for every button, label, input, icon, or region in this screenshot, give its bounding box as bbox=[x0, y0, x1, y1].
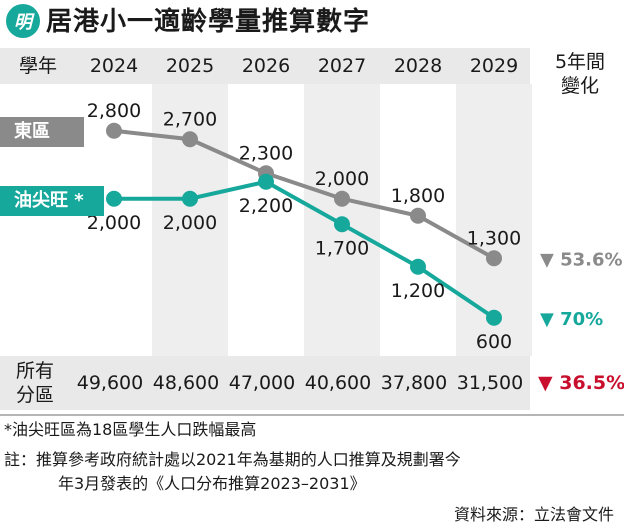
data-label: 2,200 bbox=[239, 195, 293, 217]
year-2024: 2024 bbox=[89, 55, 139, 77]
data-label: 1,200 bbox=[391, 280, 445, 302]
totals-row bbox=[0, 356, 530, 410]
footnote: *油尖旺區為18區學生人口跌幅最高 bbox=[4, 420, 257, 439]
divider bbox=[0, 414, 624, 416]
data-point bbox=[182, 131, 198, 148]
year-2028: 2028 bbox=[393, 55, 443, 77]
data-label: 600 bbox=[476, 331, 512, 353]
data-point bbox=[410, 207, 426, 224]
total-change: ▼ 36.5% bbox=[538, 372, 624, 394]
source-credit: 資料來源：立法會文件 bbox=[453, 505, 614, 524]
year-2026: 2026 bbox=[241, 55, 291, 77]
data-label: 2,000 bbox=[87, 212, 141, 234]
series-line-0 bbox=[113, 128, 495, 260]
total-2028: 37,800 bbox=[380, 372, 448, 394]
data-point bbox=[486, 309, 502, 326]
data-label: 2,300 bbox=[239, 142, 293, 164]
series-line-1 bbox=[114, 179, 496, 320]
data-point bbox=[182, 190, 198, 207]
change-column-header: 5年間 變化 bbox=[554, 51, 606, 97]
year-2025: 2025 bbox=[165, 55, 215, 77]
total-2027: 40,600 bbox=[304, 372, 372, 394]
year-2027: 2027 bbox=[317, 55, 367, 77]
data-point bbox=[106, 122, 122, 139]
series-tag-eastern: 東區 bbox=[0, 117, 84, 147]
data-point bbox=[486, 250, 502, 267]
data-label: 1,800 bbox=[391, 185, 445, 207]
series-tag-yau-tsim-mong: 油尖旺 * bbox=[0, 186, 104, 216]
column-band bbox=[152, 84, 228, 356]
data-label: 1,700 bbox=[315, 237, 369, 259]
note-line-1: 註：推算參考政府統計處以2021年為基期的人口推算及規劃署今 bbox=[4, 450, 461, 469]
data-label: 2,000 bbox=[315, 168, 369, 190]
data-label: 2,800 bbox=[87, 100, 141, 122]
data-label: 1,300 bbox=[467, 227, 521, 249]
data-point bbox=[106, 190, 122, 207]
data-point bbox=[258, 173, 274, 190]
totals-label: 所有 分區 bbox=[15, 360, 54, 406]
data-point bbox=[410, 258, 426, 275]
data-label: 2,700 bbox=[163, 108, 217, 130]
total-2024: 49,600 bbox=[76, 372, 144, 394]
newspaper-logo-icon: 明 bbox=[6, 4, 40, 38]
year-2029: 2029 bbox=[469, 55, 519, 77]
data-label: 2,000 bbox=[163, 212, 217, 234]
total-2029: 31,500 bbox=[456, 372, 524, 394]
data-point bbox=[334, 216, 350, 233]
row-label-year: 學年 bbox=[18, 55, 57, 77]
note-line-2: 年3月發表的《人口分布推算2023–2031》 bbox=[58, 474, 366, 493]
total-2025: 48,600 bbox=[152, 372, 220, 394]
page-title: 居港小一適齡學量推算數字 bbox=[46, 7, 371, 37]
line-chart: 2,800 2,700 2,300 2,000 1,800 1,300 ▼ 53.6% 2,0… bbox=[87, 84, 623, 356]
series-change-label: ▼ 70% bbox=[540, 309, 603, 330]
total-2026: 47,000 bbox=[228, 372, 296, 394]
data-point bbox=[334, 190, 350, 207]
header-row bbox=[0, 48, 530, 84]
series-change-label: ▼ 53.6% bbox=[540, 249, 623, 270]
